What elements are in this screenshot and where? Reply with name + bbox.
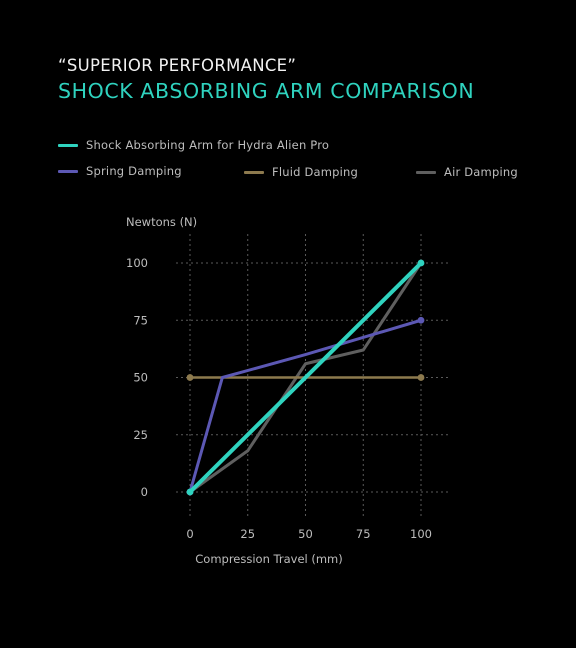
y-tick-label: 0	[141, 485, 148, 499]
y-tick-label: 100	[126, 256, 148, 270]
x-axis-label: Compression Travel (mm)	[195, 552, 343, 566]
tick-label-layer: 0 25 50 75 100 0 25 50 75 100	[126, 256, 432, 541]
chart-title: SHOCK ABSORBING ARM COMPARISON	[58, 79, 475, 103]
y-axis-label: Newtons (N)	[126, 215, 197, 229]
legend-item-hydra-arm[interactable]: Shock Absorbing Arm for Hydra Alien Pro	[58, 138, 329, 152]
series-line-spring-damping	[188, 318, 423, 494]
x-tick-label: 25	[240, 527, 255, 541]
legend-swatch-air-damping	[416, 170, 436, 174]
x-tick-label: 50	[298, 527, 313, 541]
y-tick-label: 75	[133, 313, 148, 327]
data-point-spring-damping	[417, 316, 425, 324]
legend-swatch-hydra-arm	[58, 143, 78, 147]
data-point-shock-absorbing-arm-for-hydra-alien-pro	[417, 259, 425, 267]
legend-label-hydra-arm: Shock Absorbing Arm for Hydra Alien Pro	[86, 138, 330, 152]
chart-header: “SUPERIOR PERFORMANCE” SHOCK ABSORBING A…	[58, 56, 474, 104]
x-tick-label: 100	[410, 527, 432, 541]
series-layer	[186, 259, 425, 496]
series-line-air-damping	[188, 261, 423, 494]
legend-label-air-damping: Air Damping	[444, 165, 518, 179]
legend-label-spring-damping: Spring Damping	[86, 164, 182, 178]
legend-item-spring-damping[interactable]: Spring Damping	[58, 164, 182, 178]
legend-label-fluid-damping: Fluid Damping	[272, 165, 359, 179]
legend-item-fluid-damping[interactable]: Fluid Damping	[244, 165, 358, 179]
x-tick-label: 75	[356, 527, 371, 541]
chart-subtitle: “SUPERIOR PERFORMANCE”	[58, 56, 297, 75]
data-point-shock-absorbing-arm-for-hydra-alien-pro	[186, 488, 194, 496]
legend-item-air-damping[interactable]: Air Damping	[416, 165, 518, 179]
chart-legend: Shock Absorbing Arm for Hydra Alien Pro …	[0, 0, 576, 200]
legend-swatch-spring-damping	[58, 169, 78, 173]
series-line-shock-absorbing-arm-for-hydra-alien-pro	[188, 261, 423, 494]
y-tick-label: 25	[133, 428, 148, 442]
data-point-fluid-damping	[417, 374, 425, 381]
x-tick-label: 0	[186, 527, 193, 541]
legend-swatch-fluid-damping	[244, 170, 264, 174]
data-point-fluid-damping	[186, 374, 194, 381]
y-tick-label: 50	[133, 371, 148, 385]
